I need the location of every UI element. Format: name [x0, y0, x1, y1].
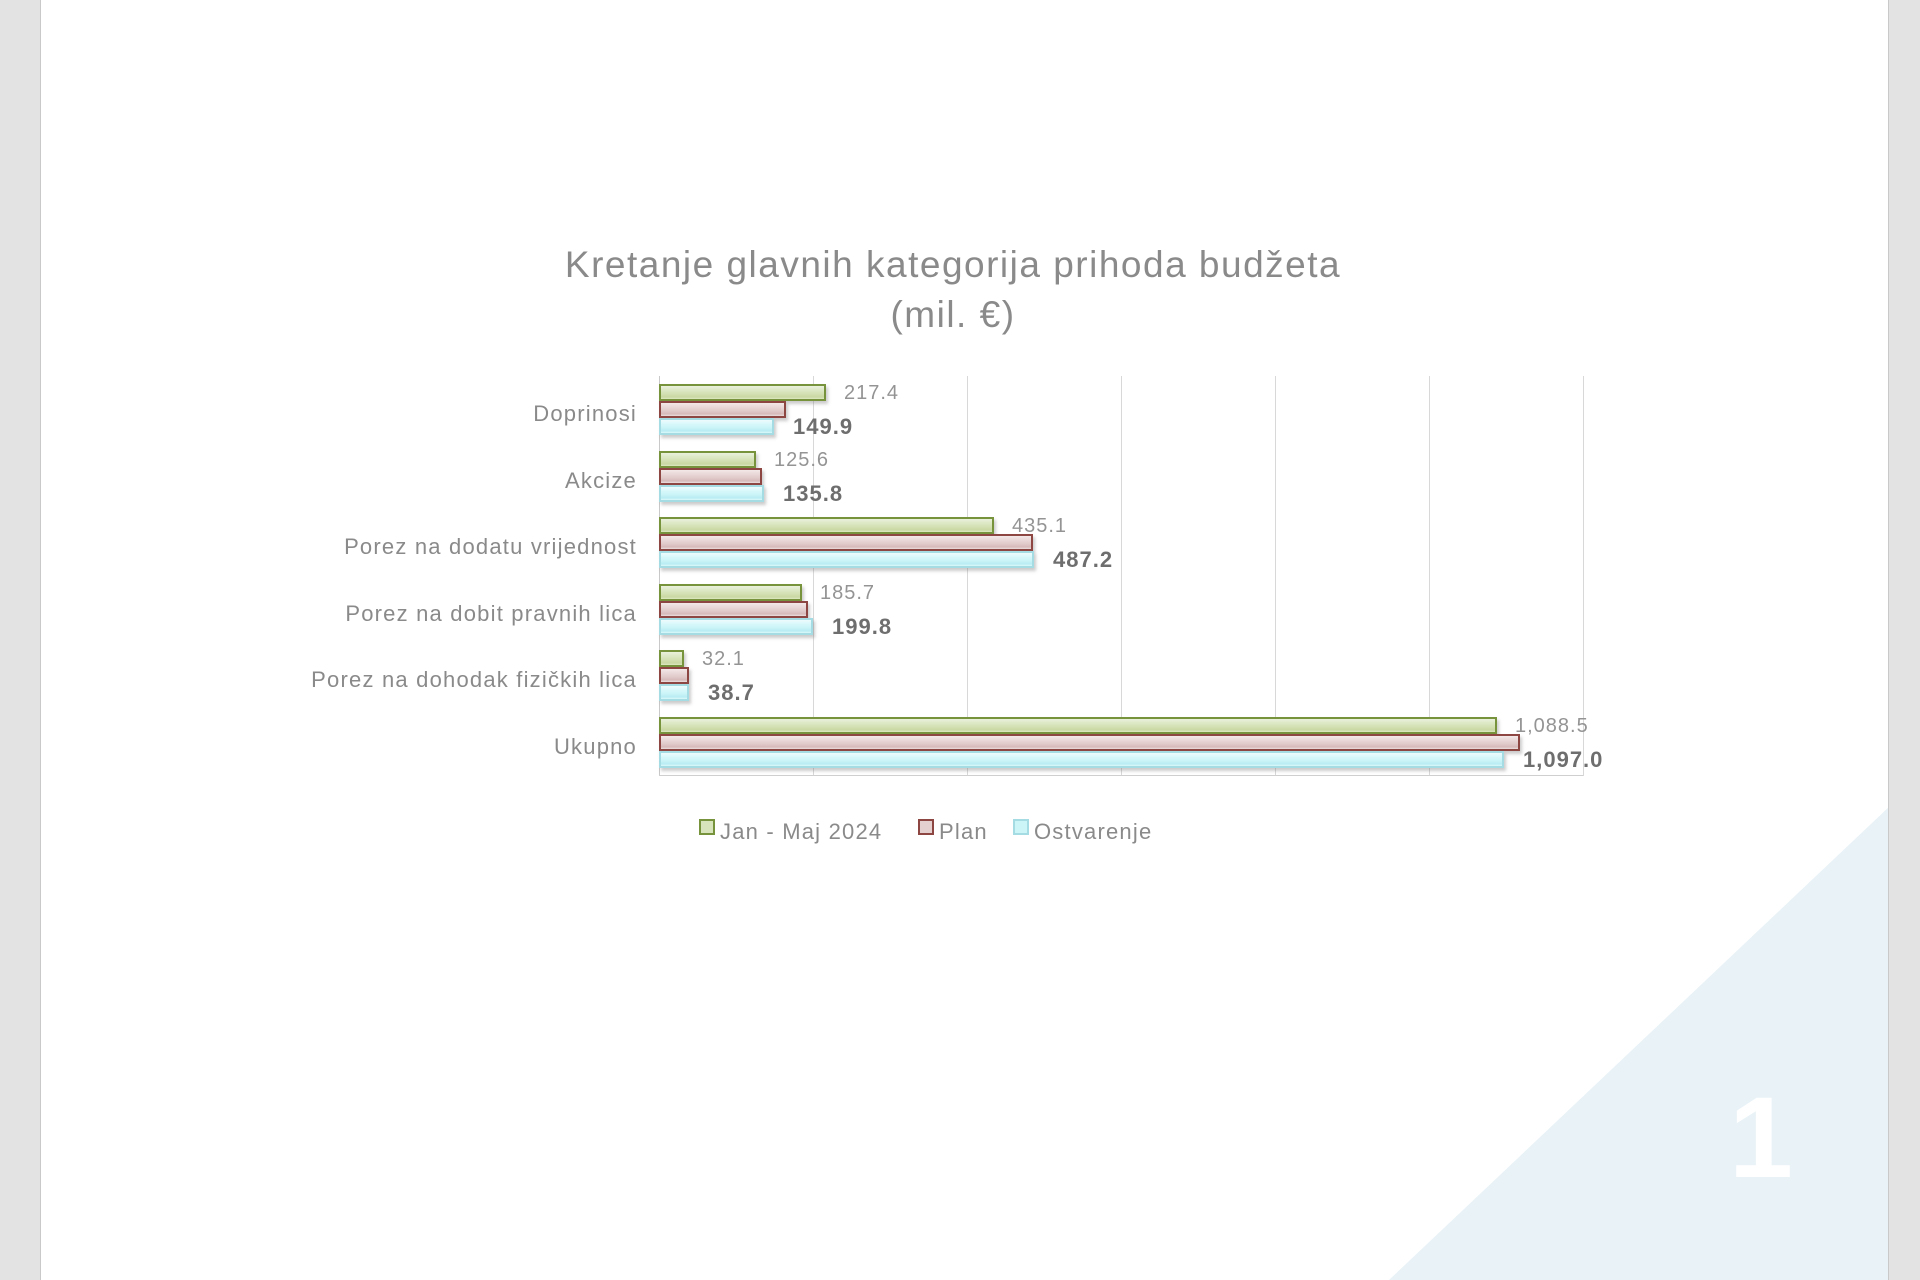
- chart-title-line2: (mil. €): [890, 294, 1016, 335]
- chart-title-line1: Kretanje glavnih kategorija prihoda budž…: [564, 244, 1342, 285]
- category-label: Ukupno: [553, 734, 637, 759]
- legend-item-jan-maj-2024: Jan - Maj 2024: [699, 819, 882, 845]
- legend-label: Ostvarenje: [1034, 819, 1153, 844]
- data-label-jan-maj-2024: 217.4: [844, 382, 900, 404]
- corner-triangle-decoration: [1389, 806, 1888, 1280]
- data-label-ostvarenje: 487.2: [1053, 547, 1114, 572]
- data-label-ostvarenje: 1,097.0: [1523, 747, 1604, 772]
- bar-jan-maj-2024: [659, 384, 826, 401]
- bar-ostvarenje: [659, 618, 813, 635]
- bar-plan: [659, 667, 689, 684]
- slide-page-number: 1: [1729, 1074, 1793, 1202]
- vertical-gridline: [1121, 376, 1122, 776]
- category-label: Porez na dohodak fizičkih lica: [311, 667, 637, 692]
- bar-ostvarenje: [659, 551, 1034, 568]
- bar-plan: [659, 734, 1520, 751]
- legend-item-plan: Plan: [918, 819, 988, 845]
- data-label-ostvarenje: 135.8: [783, 481, 844, 506]
- legend-label: Jan - Maj 2024: [720, 819, 883, 844]
- vertical-gridline: [813, 376, 814, 776]
- data-label-ostvarenje: 199.8: [832, 614, 893, 639]
- bar-jan-maj-2024: [659, 451, 756, 468]
- vertical-gridline: [1429, 376, 1430, 776]
- data-label-jan-maj-2024: 1,088.5: [1515, 715, 1589, 737]
- data-label-jan-maj-2024: 125.6: [774, 449, 830, 471]
- data-label-jan-maj-2024: 32.1: [702, 648, 745, 670]
- legend-swatch-icon: [918, 819, 934, 835]
- bar-jan-maj-2024: [659, 517, 994, 534]
- legend-label: Plan: [939, 819, 988, 844]
- bar-ostvarenje: [659, 751, 1504, 768]
- bar-ostvarenje: [659, 684, 689, 701]
- chart-title: Kretanje glavnih kategorija prihoda budž…: [41, 240, 1865, 340]
- vertical-gridline: [1583, 376, 1584, 776]
- x-axis-line: [659, 775, 1583, 776]
- data-label-jan-maj-2024: 435.1: [1012, 515, 1068, 537]
- category-label: Akcize: [565, 468, 637, 493]
- data-label-ostvarenje: 38.7: [708, 680, 755, 705]
- vertical-gridline: [967, 376, 968, 776]
- bar-jan-maj-2024: [659, 717, 1497, 734]
- bar-jan-maj-2024: [659, 584, 802, 601]
- legend-swatch-icon: [1013, 819, 1029, 835]
- category-row: Ukupno 1,088.5 1,097.0: [554, 709, 1602, 776]
- bar-ostvarenje: [659, 485, 764, 502]
- chart-plot-area: Doprinosi 217.4 149.9 Akcize 125.6 135.8 Porez…: [311, 376, 1602, 776]
- bar-plan: [659, 601, 808, 618]
- slide: 1 Kretanje glavnih kategorija prihoda bu…: [40, 0, 1889, 1280]
- category-row: Porez na dobit pravnih lica 185.7 199.8: [345, 576, 1583, 643]
- vertical-gridline: [1275, 376, 1276, 776]
- data-label-jan-maj-2024: 185.7: [820, 582, 876, 604]
- legend-swatch-icon: [699, 819, 715, 835]
- bar-plan: [659, 401, 786, 418]
- category-label: Porez na dodatu vrijednost: [344, 534, 637, 559]
- bar-plan: [659, 534, 1033, 551]
- category-row: Doprinosi 217.4 149.9: [533, 376, 1583, 443]
- bar-plan: [659, 468, 762, 485]
- data-label-ostvarenje: 149.9: [793, 414, 854, 439]
- category-label: Porez na dobit pravnih lica: [345, 601, 637, 626]
- category-row: Akcize 125.6 135.8: [565, 443, 1583, 510]
- y-axis-line: [659, 376, 660, 776]
- bar-jan-maj-2024: [659, 650, 684, 667]
- category-row: Porez na dohodak fizičkih lica 32.1 38.7: [311, 642, 1583, 709]
- category-row: Porez na dodatu vrijednost 435.1 487.2: [344, 509, 1583, 576]
- bar-ostvarenje: [659, 418, 774, 435]
- category-label: Doprinosi: [533, 401, 637, 426]
- legend-item-ostvarenje: Ostvarenje: [1013, 819, 1152, 845]
